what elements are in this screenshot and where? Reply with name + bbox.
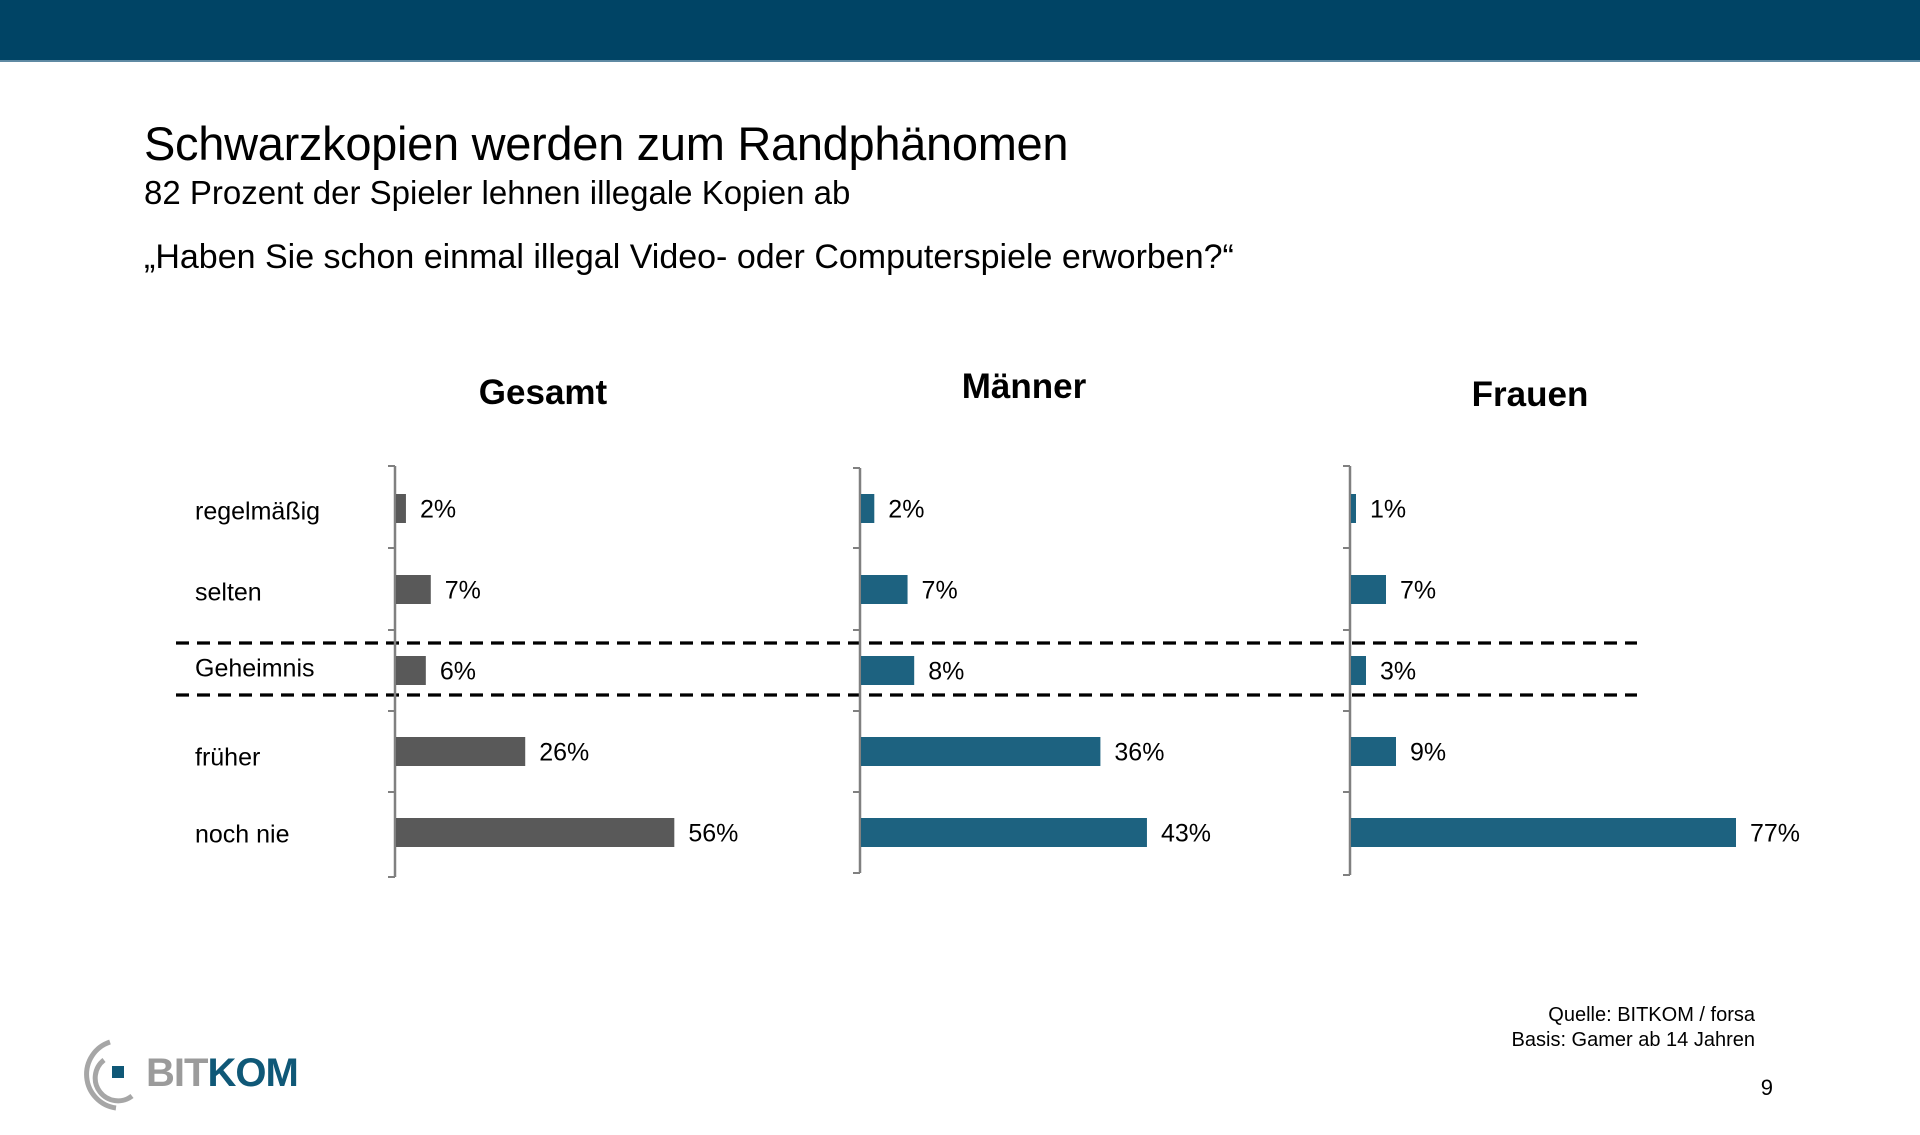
- basis-text: Basis: Gamer ab 14 Jahren: [1511, 1029, 1755, 1051]
- page-number: 9: [1760, 1075, 1773, 1100]
- bar-maenner-2: [861, 656, 915, 685]
- value-label-maenner-4: 43%: [1161, 820, 1211, 848]
- value-label-gesamt-3: 26%: [539, 739, 589, 767]
- value-label-maenner-0: 2%: [888, 496, 924, 524]
- value-label-maenner-2: 8%: [928, 658, 964, 686]
- bar-maenner-1: [861, 575, 908, 604]
- value-label-maenner-3: 36%: [1114, 739, 1164, 767]
- bar-gesamt-2: [396, 656, 426, 685]
- bar-frauen-4: [1351, 818, 1736, 847]
- survey-question: „Haben Sie schon einmal illegal Video- o…: [144, 238, 1234, 276]
- bar-gesamt-3: [396, 737, 526, 766]
- value-label-maenner-1: 7%: [922, 577, 958, 605]
- category-label: regelmäßig: [195, 497, 321, 526]
- bar-frauen-3: [1351, 737, 1396, 766]
- value-label-gesamt-2: 6%: [440, 658, 476, 686]
- bar-frauen-1: [1351, 575, 1386, 604]
- category-label: Geheimnis: [195, 654, 315, 683]
- bar-maenner-3: [861, 737, 1101, 766]
- slide-title: Schwarzkopien werden zum Randphänomen: [144, 117, 1069, 170]
- value-label-frauen-1: 7%: [1400, 577, 1436, 605]
- bar-maenner-4: [861, 818, 1147, 847]
- value-label-gesamt-4: 56%: [688, 820, 738, 848]
- value-label-frauen-3: 9%: [1410, 739, 1446, 767]
- bar-gesamt-0: [396, 494, 406, 523]
- source-text: Quelle: BITKOM / forsa: [1548, 1004, 1755, 1026]
- panel-title-gesamt: Gesamt: [478, 373, 608, 412]
- value-label-frauen-0: 1%: [1370, 496, 1406, 524]
- value-label-gesamt-1: 7%: [445, 577, 481, 605]
- bar-frauen-2: [1351, 656, 1366, 685]
- value-label-frauen-2: 3%: [1380, 658, 1416, 686]
- category-label: früher: [195, 743, 261, 772]
- panel-title-frauen: Frauen: [1471, 375, 1589, 414]
- header-bar: [0, 0, 1920, 62]
- source-note: Quelle: BITKOM / forsa Basis: Gamer ab 1…: [1512, 1003, 1755, 1053]
- panel-title-maenner: Männer: [961, 367, 1087, 406]
- logo-wordmark: BITKOM: [146, 1051, 299, 1095]
- category-label: noch nie: [195, 820, 290, 849]
- bitkom-logo-icon: [84, 1039, 134, 1111]
- bar-maenner-0: [861, 494, 875, 523]
- bar-gesamt-4: [396, 818, 675, 847]
- value-label-frauen-4: 77%: [1750, 820, 1800, 848]
- category-label: selten: [195, 578, 262, 607]
- slide-subtitle: 82 Prozent der Spieler lehnen illegale K…: [144, 174, 851, 211]
- value-label-gesamt-0: 2%: [420, 496, 456, 524]
- bitkom-logo: BITKOM: [82, 1038, 302, 1113]
- bar-frauen-0: [1351, 494, 1356, 523]
- bar-gesamt-1: [396, 575, 431, 604]
